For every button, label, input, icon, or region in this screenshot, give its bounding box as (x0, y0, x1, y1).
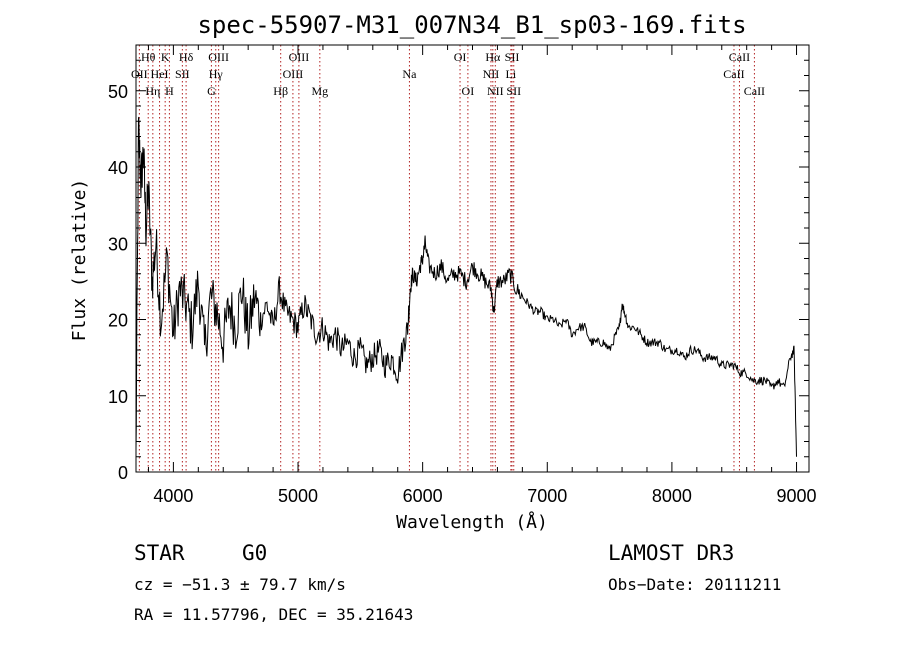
emission-line-label: OII (131, 67, 148, 81)
emission-line-label: NII (483, 67, 500, 81)
emission-line-label: CaII (723, 67, 744, 81)
emission-line-label: SII (505, 50, 520, 64)
emission-line-label: SII (175, 67, 190, 81)
emission-line-label: OI (454, 50, 467, 64)
x-tick-label: 9000 (777, 486, 817, 506)
emission-line-label: OIII (283, 67, 304, 81)
observation-date: Obs−Date: 20111211 (608, 575, 781, 594)
x-tick-label: 4000 (153, 486, 193, 506)
y-tick-label: 50 (108, 82, 128, 102)
x-tick-label: 7000 (527, 486, 567, 506)
emission-line-label: Hγ (209, 67, 224, 81)
y-tick-label: 20 (108, 311, 128, 331)
redshift-velocity: cz = −51.3 ± 79.7 km/s (134, 575, 346, 594)
x-axis-label: Wavelength (Å) (396, 511, 548, 533)
y-axis-label: Flux (relative) (69, 179, 90, 342)
y-axis: 0 10 20 30 40 50 (108, 59, 809, 483)
spectrum-series (135, 116, 797, 457)
y-tick-label: 30 (108, 234, 128, 254)
coordinates: RA = 11.57796, DEC = 35.21643 (134, 605, 413, 624)
x-axis: 4000 5000 6000 7000 8000 9000 (147, 45, 817, 506)
y-tick-label: 10 (108, 387, 128, 407)
plot-frame (135, 44, 810, 473)
x-tick-label: 8000 (652, 486, 692, 506)
emission-line-label: CaII (729, 50, 750, 64)
x-tick-label: 5000 (278, 486, 318, 506)
emission-line-label: Mg (311, 84, 328, 98)
emission-line-label: Hθ (141, 50, 156, 64)
object-subclass: G0 (242, 541, 267, 565)
object-class: STAR (134, 541, 185, 565)
emission-line-markers (138, 45, 755, 472)
y-tick-label: 0 (118, 463, 128, 483)
emission-line-label: CaII (744, 84, 765, 98)
spectrum-line (135, 116, 797, 457)
emission-line-label: NII (487, 84, 504, 98)
emission-line-label: OIII (208, 50, 229, 64)
emission-line-label: Hδ (179, 50, 194, 64)
emission-line-label: Li (506, 67, 517, 81)
emission-line-label: Hα (485, 50, 501, 64)
emission-line-label: K (161, 50, 170, 64)
emission-line-label: SII (506, 84, 521, 98)
x-tick-label: 6000 (403, 486, 443, 506)
survey-name: LAMOST DR3 (608, 541, 734, 565)
emission-line-label: Na (402, 67, 417, 81)
emission-line-label: H (165, 84, 174, 98)
y-tick-label: 40 (108, 158, 128, 178)
chart-title: spec-55907-M31_007N34_B1_sp03-169.fits (197, 11, 746, 39)
emission-line-label: Hβ (273, 84, 288, 98)
emission-line-label: G (207, 84, 216, 98)
emission-line-label: HeI (151, 67, 169, 81)
emission-line-label: OI (462, 84, 475, 98)
emission-line-label: Hη (145, 84, 160, 98)
emission-line-label: OIII (289, 50, 310, 64)
